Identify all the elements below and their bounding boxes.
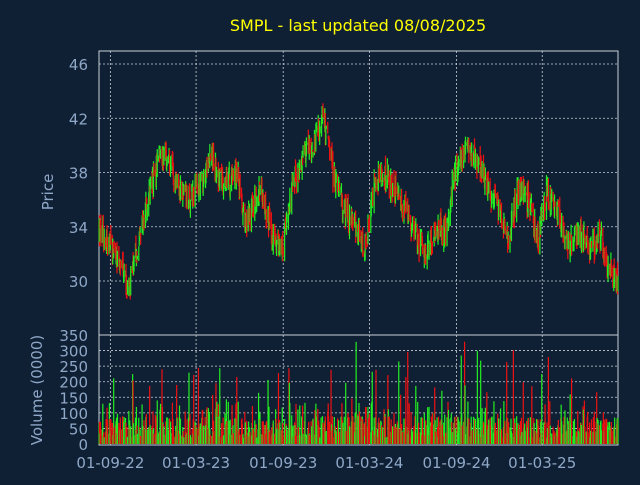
time-tick-label: 01-09-24	[422, 454, 490, 472]
price-panel-frame	[98, 50, 619, 336]
price-tick-label: 46	[69, 56, 88, 74]
volume-tick-label: 300	[59, 343, 88, 361]
chart-title: SMPL - last updated 08/08/2025	[230, 16, 486, 35]
price-axis-label: Price	[39, 174, 57, 211]
time-tick-label: 01-03-23	[162, 454, 230, 472]
time-tick-label: 01-03-25	[508, 454, 576, 472]
volume-panel-frame	[98, 334, 619, 446]
volume-tick-label: 350	[59, 327, 88, 345]
time-tick-label: 01-09-22	[76, 454, 144, 472]
volume-tick-label: 150	[59, 389, 88, 407]
time-tick-label: 01-03-24	[335, 454, 403, 472]
price-tick-label: 30	[69, 273, 88, 291]
price-tick-label: 34	[69, 219, 88, 237]
volume-tick-label: 200	[59, 374, 88, 392]
volume-tick-label: 0	[78, 436, 88, 454]
volume-tick-label: 100	[59, 405, 88, 423]
volume-tick-label: 250	[59, 358, 88, 376]
price-tick-label: 38	[69, 165, 88, 183]
time-tick-label: 01-09-23	[249, 454, 317, 472]
price-tick-label: 42	[69, 110, 88, 128]
volume-axis-label: Volume (0000)	[28, 335, 46, 445]
volume-tick-label: 50	[69, 420, 88, 438]
